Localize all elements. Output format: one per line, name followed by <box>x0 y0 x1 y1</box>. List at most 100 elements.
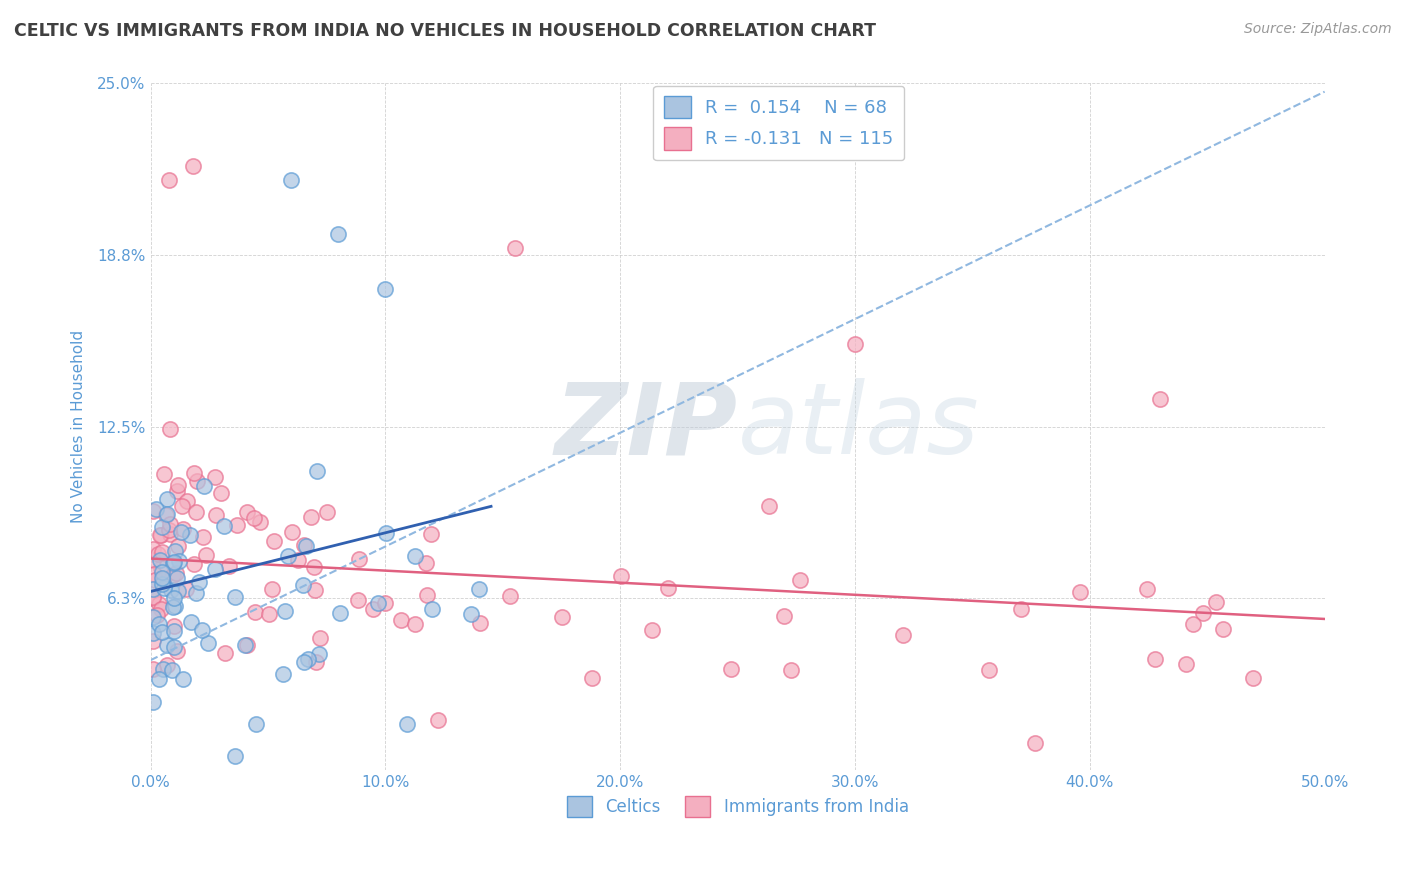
Point <box>150 528 173 542</box>
Point <box>180 615 202 630</box>
Point <box>212 518 235 533</box>
Point <box>1136 582 1159 596</box>
Point <box>375 526 398 541</box>
Point <box>156 492 179 507</box>
Point <box>1149 392 1171 407</box>
Point <box>150 545 173 559</box>
Point <box>153 582 176 596</box>
Point <box>389 613 412 627</box>
Point <box>245 716 267 731</box>
Point <box>142 662 165 676</box>
Point <box>291 577 314 591</box>
Point <box>468 616 491 631</box>
Point <box>142 553 165 567</box>
Point <box>142 695 165 709</box>
Point <box>167 539 190 553</box>
Point <box>145 501 167 516</box>
Point <box>1192 607 1215 621</box>
Point <box>172 522 194 536</box>
Point <box>205 508 228 522</box>
Point <box>280 172 302 186</box>
Point <box>183 557 205 571</box>
Point <box>773 608 796 623</box>
Point <box>165 566 187 580</box>
Point <box>148 673 170 687</box>
Point <box>143 573 166 587</box>
Text: Source: ZipAtlas.com: Source: ZipAtlas.com <box>1244 22 1392 37</box>
Point <box>157 523 180 537</box>
Point <box>1144 652 1167 666</box>
Point <box>292 538 315 552</box>
Point <box>183 466 205 480</box>
Point <box>163 640 186 654</box>
Point <box>162 568 184 582</box>
Point <box>152 572 174 586</box>
Point <box>160 582 183 597</box>
Text: ZIP: ZIP <box>554 378 738 475</box>
Point <box>163 619 186 633</box>
Point <box>758 500 780 514</box>
Point <box>503 241 526 255</box>
Point <box>156 658 179 673</box>
Point <box>271 667 294 681</box>
Point <box>1212 622 1234 636</box>
Point <box>347 592 370 607</box>
Point <box>468 582 491 596</box>
Point <box>1241 672 1264 686</box>
Point <box>142 590 165 604</box>
Point <box>361 602 384 616</box>
Point <box>159 422 181 436</box>
Point <box>349 552 371 566</box>
Point <box>233 639 256 653</box>
Point <box>162 599 184 614</box>
Point <box>174 582 197 596</box>
Point <box>184 586 207 600</box>
Point <box>142 542 165 557</box>
Point <box>257 607 280 621</box>
Point <box>404 616 426 631</box>
Point <box>1024 735 1046 749</box>
Point <box>292 655 315 669</box>
Point <box>224 590 246 604</box>
Point <box>260 582 283 597</box>
Point <box>160 663 183 677</box>
Point <box>287 553 309 567</box>
Point <box>163 591 186 605</box>
Point <box>197 636 219 650</box>
Point <box>142 591 165 605</box>
Point <box>404 549 426 563</box>
Point <box>374 597 396 611</box>
Point <box>179 528 201 542</box>
Point <box>191 624 214 638</box>
Legend: Celtics, Immigrants from India: Celtics, Immigrants from India <box>560 789 915 823</box>
Point <box>299 510 322 524</box>
Point <box>305 656 328 670</box>
Point <box>142 625 165 640</box>
Point <box>163 555 186 569</box>
Point <box>1175 657 1198 672</box>
Point <box>194 548 217 562</box>
Point <box>243 511 266 525</box>
Point <box>172 672 194 686</box>
Point <box>142 634 165 648</box>
Point <box>249 516 271 530</box>
Point <box>720 663 742 677</box>
Point <box>155 508 177 523</box>
Point <box>159 527 181 541</box>
Point <box>641 624 664 638</box>
Point <box>277 549 299 563</box>
Point <box>149 553 172 567</box>
Point <box>193 478 215 492</box>
Point <box>308 647 330 661</box>
Point <box>153 467 176 481</box>
Point <box>149 602 172 616</box>
Point <box>460 607 482 622</box>
Point <box>551 610 574 624</box>
Point <box>152 662 174 676</box>
Point <box>416 588 439 602</box>
Point <box>149 528 172 542</box>
Point <box>166 478 188 492</box>
Point <box>891 627 914 641</box>
Point <box>157 172 180 186</box>
Point <box>419 526 441 541</box>
